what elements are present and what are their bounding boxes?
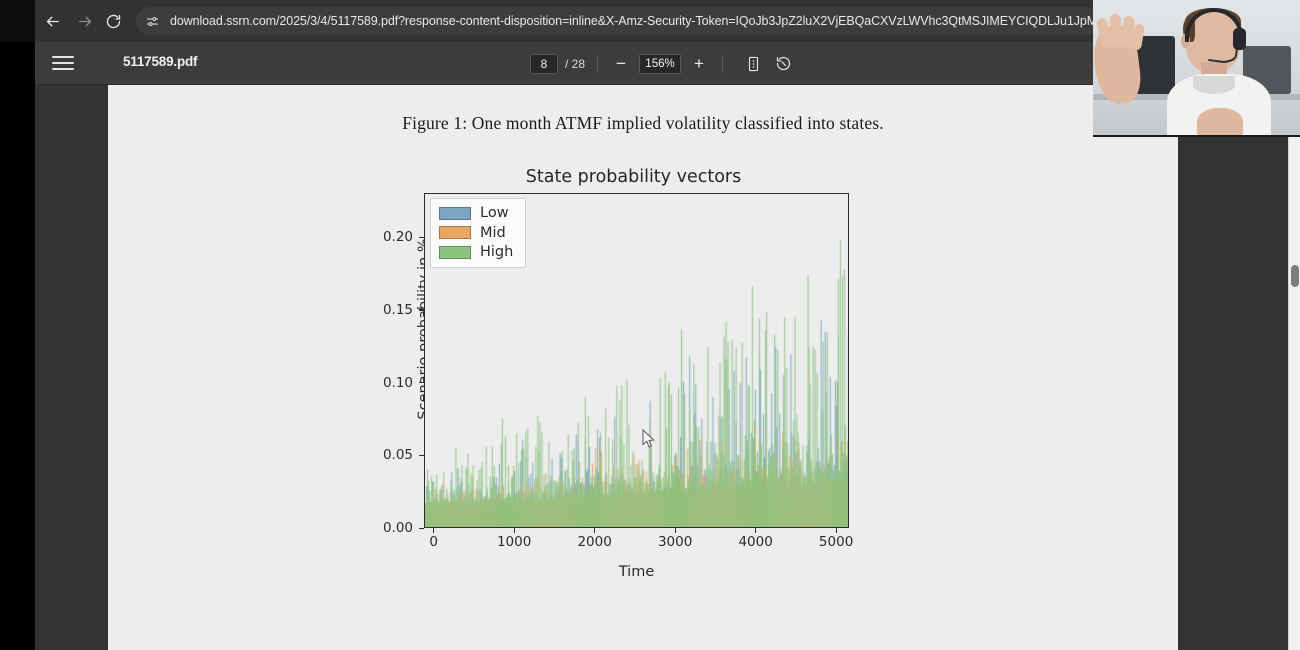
back-button[interactable] (40, 9, 64, 33)
toolbar-divider-2 (722, 54, 724, 73)
webcam-overlay (1093, 0, 1300, 137)
legend-swatch-high (439, 245, 471, 259)
y-tick-label: 0.10 (382, 374, 413, 391)
x-tick-mark (513, 528, 515, 533)
webcam-headset-earcup (1233, 28, 1246, 50)
zoom-level-display[interactable]: 156% (639, 53, 682, 74)
legend-label-high: High (480, 244, 514, 260)
x-tick-mark (755, 528, 757, 533)
legend-swatch-mid (439, 226, 471, 240)
zoom-in-button[interactable]: + (694, 54, 704, 73)
figure-1-chart: State probability vectors Scenario proba… (351, 153, 916, 633)
mouse-cursor (642, 429, 655, 448)
x-tick-label: 0 (429, 534, 438, 550)
browser-toolbar: download.ssrn.com/2025/3/4/5117589.pdf?r… (0, 0, 1300, 42)
chart-x-axis-label: Time (618, 564, 655, 580)
window-left-gutter (0, 0, 35, 42)
x-tick-mark (674, 528, 676, 533)
chart-plot-area: Low Mid High (424, 193, 849, 528)
zoom-out-button[interactable]: − (616, 54, 626, 73)
legend-swatch-low (439, 206, 471, 220)
figure-caption: Figure 1: One month ATMF implied volatil… (402, 113, 884, 133)
page-total-label: / 28 (565, 56, 586, 71)
legend-item-mid: Mid (439, 224, 513, 241)
address-bar[interactable]: download.ssrn.com/2025/3/4/5117589.pdf?r… (136, 7, 1102, 35)
webcam-border (1093, 135, 1300, 137)
x-tick-mark (433, 528, 435, 533)
y-tick-label: 0.20 (382, 229, 413, 246)
x-tick-mark (835, 528, 837, 533)
rotate-counterclockwise-icon (776, 56, 790, 71)
y-tick-mark (419, 309, 424, 311)
pdf-page-8: Figure 1: One month ATMF implied volatil… (108, 85, 1178, 650)
reload-icon (106, 14, 120, 28)
fit-page-icon (748, 56, 758, 71)
address-bar-url[interactable]: download.ssrn.com/2025/3/4/5117589.pdf?r… (170, 14, 1102, 28)
reload-button[interactable] (101, 9, 125, 33)
chart-title: State probability vectors (525, 167, 742, 187)
page-number-input[interactable]: 8 (530, 53, 558, 74)
x-tick-label: 5000 (818, 534, 854, 550)
pdf-content-area[interactable]: Figure 1: One month ATMF implied volatil… (35, 85, 1300, 650)
x-tick-label: 2000 (577, 534, 612, 550)
y-tick-label: 0.15 (382, 301, 413, 318)
webcam-lower-hand (1197, 108, 1243, 137)
scrollbar-thumb[interactable] (1291, 265, 1299, 287)
legend-item-high: High (439, 245, 513, 260)
x-tick-label: 4000 (738, 534, 773, 550)
pdf-filename: 5117589.pdf (123, 54, 198, 69)
chart-legend: Low Mid High (430, 198, 527, 268)
y-tick-mark (419, 236, 424, 239)
x-tick-mark (594, 528, 596, 533)
toolbar-divider (597, 54, 599, 73)
x-tick-label: 3000 (657, 534, 693, 550)
y-tick-label: 0.05 (382, 447, 413, 464)
site-settings-tune-icon[interactable] (140, 9, 164, 33)
legend-label-low: Low (480, 205, 509, 221)
forward-arrow-icon (78, 16, 91, 26)
pdf-viewer-toolbar: 5117589.pdf 8 / 28 − 156% + (35, 42, 1300, 85)
fit-page-button[interactable] (741, 52, 765, 76)
x-tick-label: 1000 (496, 534, 532, 550)
forward-button[interactable] (73, 9, 97, 33)
y-tick-mark (419, 382, 424, 384)
y-tick-mark (419, 527, 424, 529)
pdf-toolbar-center: 8 / 28 − 156% + (530, 42, 795, 85)
y-tick-mark (419, 454, 424, 457)
webcam-collar (1193, 76, 1235, 94)
vertical-scrollbar[interactable] (1288, 85, 1300, 650)
legend-label-mid: Mid (480, 224, 506, 241)
legend-item-low: Low (439, 206, 513, 221)
y-tick-label: 0.00 (382, 520, 413, 536)
rotate-button[interactable] (771, 52, 795, 76)
hamburger-menu-icon[interactable] (52, 54, 74, 72)
back-arrow-icon (46, 16, 59, 26)
